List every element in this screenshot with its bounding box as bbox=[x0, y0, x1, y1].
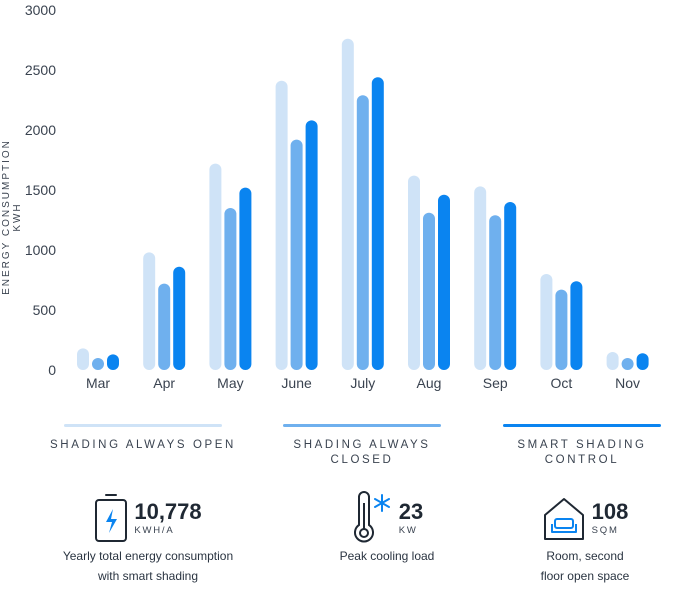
x-tick-label: Sep bbox=[483, 375, 508, 391]
stat-cooling-value: 23 bbox=[398, 498, 424, 524]
bar-sep-series-2 bbox=[489, 215, 502, 370]
y-tick-label: 1000 bbox=[25, 242, 56, 258]
bar-may-series-1 bbox=[209, 163, 222, 370]
stat-area-unit: SQM bbox=[591, 524, 619, 536]
bar-sep-series-3 bbox=[504, 202, 517, 370]
stat-area-value: 108 bbox=[591, 498, 629, 524]
y-tick-label: 3000 bbox=[25, 2, 56, 18]
stat-cooling-unit: KW bbox=[398, 524, 418, 536]
bar-apr-series-2 bbox=[158, 283, 171, 370]
legend-label-smart-line2: CONTROL bbox=[544, 454, 620, 466]
stat-energy-unit: KWH/A bbox=[134, 524, 175, 536]
stat-cooling-desc: Peak cooling load bbox=[339, 549, 435, 563]
bar-apr-series-1 bbox=[143, 252, 156, 370]
x-tick-label: Mar bbox=[86, 375, 110, 391]
x-tick-label: Nov bbox=[615, 375, 640, 391]
bar-nov-series-1 bbox=[606, 352, 619, 370]
bar-mar-series-3 bbox=[107, 354, 119, 370]
y-tick-label: 2000 bbox=[25, 122, 56, 138]
battery-charging-icon bbox=[95, 494, 128, 542]
bar-oct-series-2 bbox=[555, 289, 568, 370]
bar-june-series-1 bbox=[275, 80, 288, 371]
bar-mar-series-1 bbox=[77, 348, 89, 370]
bar-nov-series-3 bbox=[636, 353, 649, 370]
x-tick-label: May bbox=[217, 375, 243, 391]
x-tick-label: June bbox=[281, 375, 312, 391]
bar-july-series-2 bbox=[356, 95, 369, 370]
legend-label-smart: SMART SHADING CONTROL bbox=[500, 438, 664, 468]
house-sofa-icon bbox=[543, 498, 584, 540]
bar-oct-series-1 bbox=[540, 274, 553, 370]
bar-oct-series-3 bbox=[570, 281, 583, 370]
thermometer-snowflake-icon bbox=[353, 491, 390, 543]
bar-july-series-3 bbox=[371, 77, 384, 370]
y-tick-label: 0 bbox=[48, 362, 56, 378]
bar-june-series-3 bbox=[305, 120, 318, 371]
stat-energy-value: 10,778 bbox=[134, 498, 202, 524]
bar-aug-series-3 bbox=[438, 194, 450, 370]
legend-swatch-open bbox=[64, 424, 222, 427]
bar-aug-series-2 bbox=[423, 212, 435, 370]
y-tick-label: 1500 bbox=[25, 182, 56, 198]
bar-june-series-2 bbox=[290, 139, 303, 370]
bar-may-series-3 bbox=[239, 187, 252, 370]
x-tick-label: Oct bbox=[551, 375, 573, 391]
stat-energy: 10,778 KWH/A Yearly total energy consump… bbox=[48, 492, 248, 586]
legend-label-closed: SHADING ALWAYS CLOSED bbox=[293, 439, 431, 466]
bar-apr-series-3 bbox=[173, 266, 186, 370]
stat-area-desc: Room, second floor open space bbox=[540, 549, 630, 583]
bar-nov-series-2 bbox=[621, 358, 634, 370]
y-axis-title: ENERGY CONSUMPTION KWH bbox=[1, 139, 23, 295]
bar-aug-series-1 bbox=[408, 175, 420, 370]
stat-cooling: 23 KW Peak cooling load bbox=[287, 491, 487, 566]
bar-may-series-2 bbox=[224, 208, 237, 370]
x-tick-label: July bbox=[350, 375, 375, 391]
legend-label-open: SHADING ALWAYS OPEN bbox=[50, 439, 236, 451]
legend-label-smart-line1: SMART SHADING bbox=[517, 439, 647, 451]
stat-energy-desc: Yearly total energy consumption with sma… bbox=[62, 549, 234, 583]
y-tick-label: 500 bbox=[33, 302, 57, 318]
legend-swatch-closed bbox=[283, 424, 441, 427]
bar-sep-series-1 bbox=[474, 186, 487, 370]
stat-area: 108 SQM Room, second floor open space bbox=[485, 492, 685, 586]
bar-july-series-1 bbox=[341, 38, 354, 371]
x-tick-label: Apr bbox=[153, 375, 175, 391]
legend-swatch-smart bbox=[503, 424, 661, 427]
bar-mar-series-2 bbox=[92, 358, 104, 370]
x-tick-label: Aug bbox=[417, 375, 442, 391]
y-tick-label: 2500 bbox=[25, 62, 56, 78]
bar-chart: 0 500 1000 1500 2000 2500 3000 Mar Apr May June Jul… bbox=[25, 2, 649, 391]
